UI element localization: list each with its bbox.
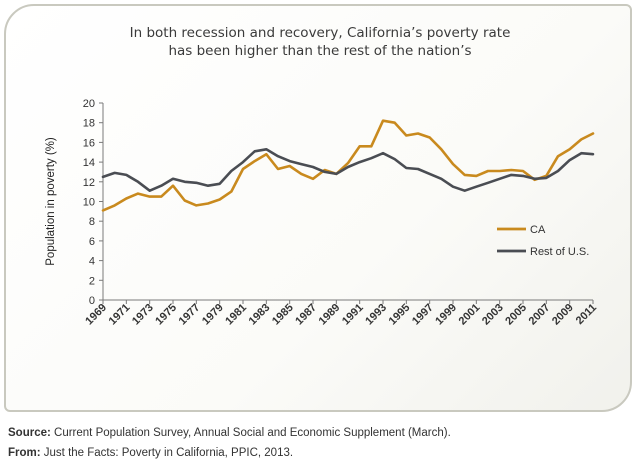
x-tick-label: 1991 xyxy=(340,302,366,328)
y-axis-title: Population in poverty (%) xyxy=(45,137,57,266)
y-tick-label: 20 xyxy=(83,98,95,110)
x-tick-label: 1983 xyxy=(247,302,273,328)
source-note: Source: Current Population Survey, Annua… xyxy=(8,427,451,439)
x-tick-label: 1995 xyxy=(387,302,413,328)
x-tick-label: 1993 xyxy=(363,302,389,328)
y-tick-label: 2 xyxy=(89,275,95,287)
y-tick-label: 4 xyxy=(89,256,95,268)
y-tick-label: 8 xyxy=(89,216,95,228)
y-tick-label: 6 xyxy=(89,236,95,248)
x-tick-label: 1999 xyxy=(433,302,459,328)
x-tick-label: 1971 xyxy=(107,302,133,328)
legend-label-ca: CA xyxy=(530,224,546,236)
chart-title-line-2: has been higher than the rest of the nat… xyxy=(168,43,472,59)
x-tick-label: 2003 xyxy=(480,302,506,328)
x-tick-label: 1979 xyxy=(200,302,226,328)
x-tick-label: 1987 xyxy=(293,302,319,328)
series-line-ca xyxy=(101,119,595,212)
y-tick-label: 0 xyxy=(89,295,95,307)
chart-title: In both recession and recovery, Californ… xyxy=(60,24,580,60)
x-tick-label: 1975 xyxy=(153,302,179,328)
legend-label-rest-of-us: Rest of U.S. xyxy=(530,246,589,258)
x-tick-label: 1969 xyxy=(83,302,109,328)
from-label: From: xyxy=(8,447,41,459)
source-text: Current Population Survey, Annual Social… xyxy=(50,427,451,439)
x-tick-label: 2005 xyxy=(503,302,529,328)
x-tick-label: 1985 xyxy=(270,302,296,328)
x-tick-label: 2007 xyxy=(527,302,553,328)
x-tick-label: 1981 xyxy=(223,302,249,328)
source-label: Source: xyxy=(8,427,51,439)
x-tick-label: 2011 xyxy=(574,302,599,327)
y-tick-label: 14 xyxy=(83,157,95,169)
y-tick-label: 12 xyxy=(83,177,95,189)
from-note: From: Just the Facts: Poverty in Califor… xyxy=(8,447,293,459)
y-tick-label: 16 xyxy=(83,137,95,149)
x-tick-label: 1997 xyxy=(410,302,436,328)
y-tick-label: 10 xyxy=(83,197,95,209)
x-tick-label: 1989 xyxy=(317,302,343,328)
x-tick-label: 2009 xyxy=(550,302,576,328)
x-tick-label: 1977 xyxy=(177,302,203,328)
x-tick-label: 2001 xyxy=(457,302,483,328)
chart-title-line-1: In both recession and recovery, Californ… xyxy=(129,25,511,41)
y-tick-label: 18 xyxy=(83,118,95,130)
from-text: Just the Facts: Poverty in California, P… xyxy=(40,447,294,459)
x-tick-label: 1973 xyxy=(130,302,156,328)
series-line-rest-of-us xyxy=(101,148,595,192)
